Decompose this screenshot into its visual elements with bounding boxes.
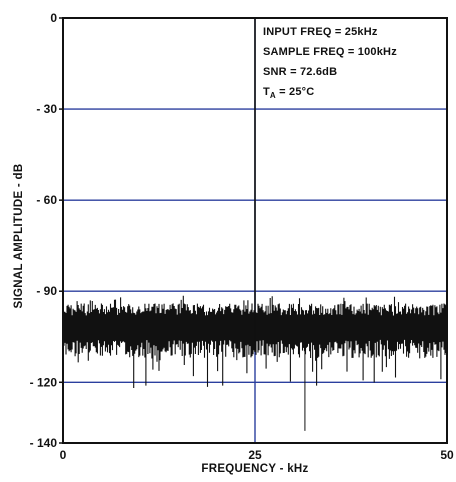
- y-tick-label: - 60: [36, 193, 57, 207]
- plot-border: [62, 17, 448, 444]
- y-tick-label: - 120: [30, 375, 58, 389]
- y-tick-label: - 30: [36, 102, 57, 116]
- y-tick-label: - 140: [30, 436, 58, 450]
- annotation-temperature: TA = 25°C: [263, 86, 314, 100]
- x-tick-label: 25: [248, 448, 262, 462]
- x-tick-label: 0: [60, 448, 67, 462]
- y-axis-label: SIGNAL AMPLITUDE - dB: [13, 164, 25, 309]
- annotation-input-freq: INPUT FREQ = 25kHz: [263, 26, 378, 38]
- y-tick-label: 0: [50, 11, 57, 25]
- x-axis-label: FREQUENCY - kHz: [201, 463, 308, 475]
- y-tick-label: - 90: [36, 284, 57, 298]
- plot-frame: [62, 17, 448, 444]
- annotation-sample-freq: SAMPLE FREQ = 100kHz: [263, 46, 397, 58]
- x-tick-label: 50: [440, 448, 454, 462]
- annotation-snr: SNR = 72.6dB: [263, 66, 337, 78]
- annotation-block: INPUT FREQ = 25kHz SAMPLE FREQ = 100kHz …: [263, 26, 397, 100]
